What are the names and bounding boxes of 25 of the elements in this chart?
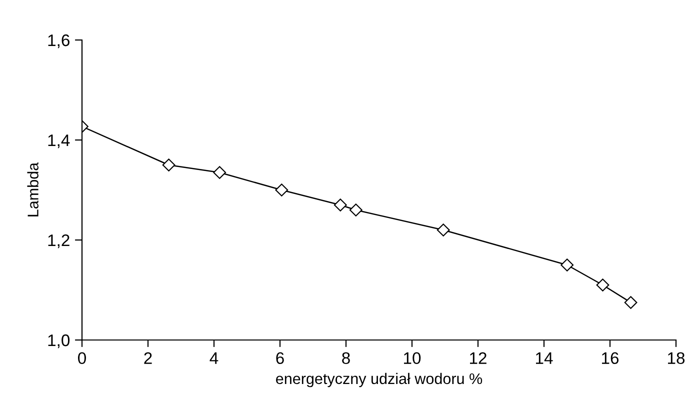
point <box>624 296 638 309</box>
point <box>436 224 450 236</box>
x-tick-label: 18 <box>668 352 685 364</box>
point <box>596 278 610 292</box>
point <box>560 258 574 272</box>
y-tick-label: 1,4 <box>48 134 70 148</box>
y-tick-label: 1,6 <box>48 34 70 48</box>
point <box>349 204 362 216</box>
x-tick-label: 6 <box>276 352 284 364</box>
x-tick-label: 12 <box>470 352 486 364</box>
x-tick-label: 0 <box>78 352 86 364</box>
point <box>334 198 347 212</box>
x-axis-title: energetyczny udział wodoru % <box>276 372 482 388</box>
x-tick-label: 14 <box>536 352 553 364</box>
x-tick-label: 4 <box>210 352 218 364</box>
point <box>213 166 226 179</box>
x-tick-label: 10 <box>404 352 421 364</box>
point <box>275 184 288 196</box>
x-tick-label: 2 <box>144 352 152 364</box>
x-tick-label: 8 <box>342 352 350 364</box>
y-tick-label: 1,0 <box>48 334 70 348</box>
x-tick-label: 16 <box>602 352 619 364</box>
y-tick-label: 1,2 <box>48 234 70 248</box>
point <box>162 158 176 172</box>
y-axis-title: Lambda <box>27 162 38 216</box>
